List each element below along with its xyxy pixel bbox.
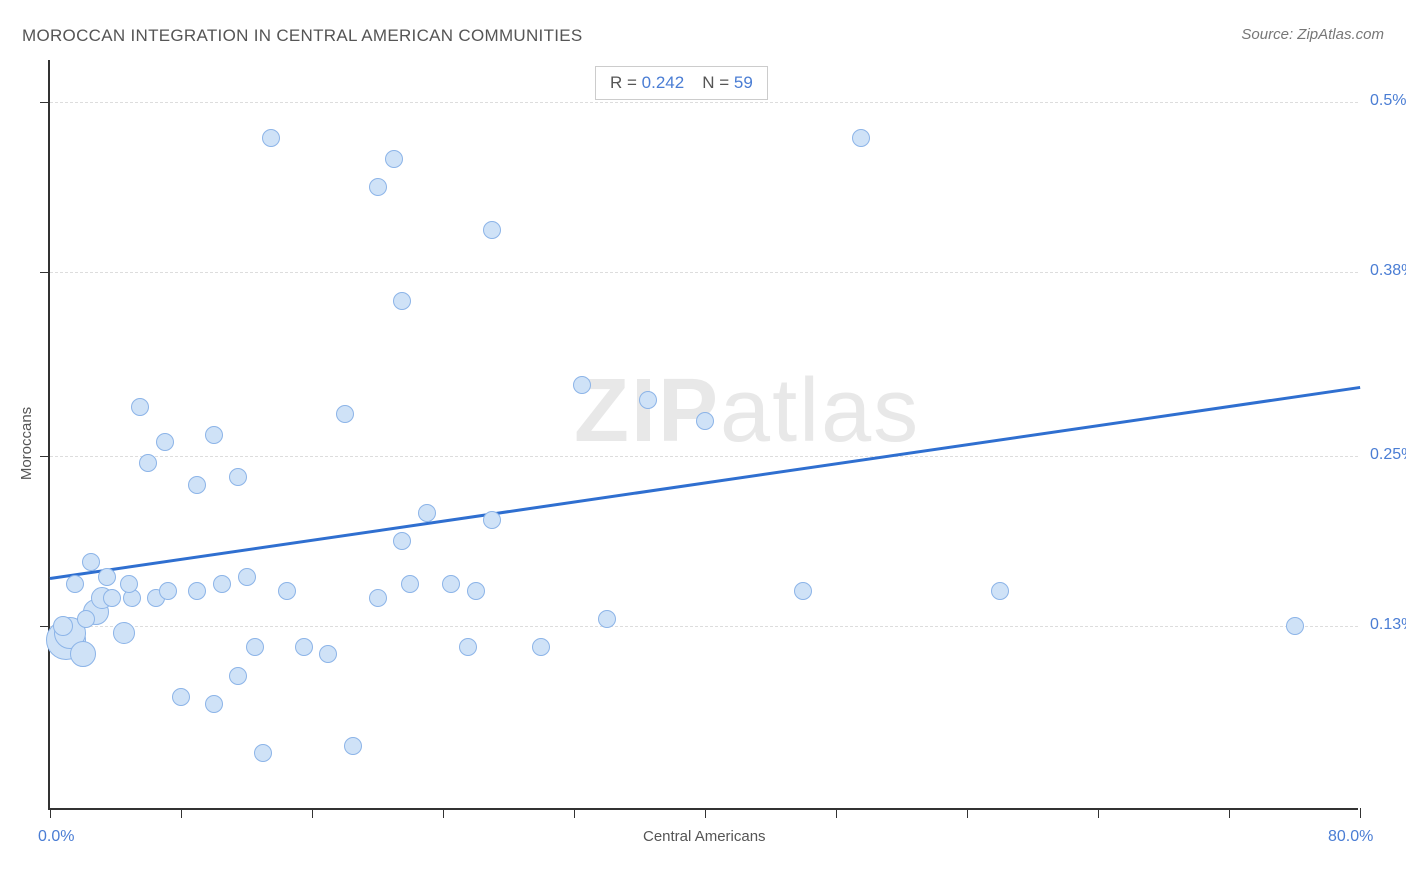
scatter-point xyxy=(70,641,96,667)
y-tick xyxy=(40,102,50,103)
chart-title: MOROCCAN INTEGRATION IN CENTRAL AMERICAN… xyxy=(22,26,583,45)
scatter-point xyxy=(573,376,591,394)
scatter-point xyxy=(120,575,138,593)
scatter-point xyxy=(172,688,190,706)
scatter-point xyxy=(319,645,337,663)
y-tick-label: 0.13% xyxy=(1370,616,1406,634)
scatter-point xyxy=(53,616,73,636)
source-prefix: Source: xyxy=(1241,26,1297,43)
gridline-h xyxy=(50,626,1358,627)
scatter-point xyxy=(205,426,223,444)
scatter-point xyxy=(336,405,354,423)
legend-n: N = 59 xyxy=(702,73,753,93)
scatter-point xyxy=(238,568,256,586)
chart-header: MOROCCAN INTEGRATION IN CENTRAL AMERICAN… xyxy=(22,26,1384,56)
scatter-point xyxy=(66,575,84,593)
scatter-point xyxy=(794,582,812,600)
scatter-point xyxy=(98,568,116,586)
scatter-point xyxy=(401,575,419,593)
scatter-point xyxy=(1286,617,1304,635)
x-tick xyxy=(50,808,51,818)
gridline-h xyxy=(50,272,1358,273)
y-tick xyxy=(40,626,50,627)
gridline-h xyxy=(50,456,1358,457)
watermark: ZIPatlas xyxy=(574,360,920,463)
scatter-point xyxy=(418,504,436,522)
x-axis-label: Central Americans xyxy=(643,828,766,845)
scatter-point xyxy=(467,582,485,600)
scatter-point xyxy=(369,589,387,607)
scatter-point xyxy=(188,476,206,494)
scatter-point xyxy=(385,150,403,168)
scatter-point xyxy=(205,695,223,713)
scatter-point xyxy=(532,638,550,656)
x-tick xyxy=(1229,808,1230,818)
scatter-plot-area: ZIPatlas R = 0.242 N = 59 0.13%0.25%0.38… xyxy=(48,60,1358,810)
x-tick xyxy=(443,808,444,818)
x-max-label: 80.0% xyxy=(1328,828,1373,846)
legend-n-label: N = xyxy=(702,73,729,92)
scatter-point xyxy=(159,582,177,600)
y-tick-label: 0.5% xyxy=(1370,92,1406,110)
watermark-light: atlas xyxy=(720,361,920,461)
y-tick-label: 0.38% xyxy=(1370,262,1406,280)
scatter-point xyxy=(82,553,100,571)
scatter-point xyxy=(483,511,501,529)
scatter-point xyxy=(344,737,362,755)
gridline-h xyxy=(50,102,1358,103)
legend-box: R = 0.242 N = 59 xyxy=(595,66,768,100)
scatter-point xyxy=(254,744,272,762)
x-tick xyxy=(705,808,706,818)
x-tick xyxy=(1360,808,1361,818)
scatter-point xyxy=(213,575,231,593)
y-axis-label: Moroccans xyxy=(18,407,35,480)
scatter-point xyxy=(139,454,157,472)
scatter-point xyxy=(295,638,313,656)
scatter-point xyxy=(852,129,870,147)
scatter-point xyxy=(442,575,460,593)
chart-source: Source: ZipAtlas.com xyxy=(1241,26,1384,43)
scatter-point xyxy=(696,412,714,430)
scatter-point xyxy=(598,610,616,628)
scatter-point xyxy=(229,468,247,486)
scatter-point xyxy=(393,292,411,310)
y-tick-label: 0.25% xyxy=(1370,446,1406,464)
x-tick xyxy=(312,808,313,818)
scatter-point xyxy=(77,610,95,628)
scatter-point xyxy=(483,221,501,239)
x-tick xyxy=(836,808,837,818)
scatter-point xyxy=(229,667,247,685)
legend-r-value: 0.242 xyxy=(642,73,685,92)
scatter-point xyxy=(991,582,1009,600)
x-min-label: 0.0% xyxy=(38,828,74,846)
x-tick xyxy=(181,808,182,818)
x-tick xyxy=(967,808,968,818)
scatter-point xyxy=(131,398,149,416)
scatter-point xyxy=(113,622,135,644)
scatter-point xyxy=(459,638,477,656)
legend-r: R = 0.242 xyxy=(610,73,684,93)
scatter-point xyxy=(278,582,296,600)
x-tick xyxy=(574,808,575,818)
legend-r-label: R = xyxy=(610,73,637,92)
y-tick xyxy=(40,272,50,273)
scatter-point xyxy=(262,129,280,147)
legend-n-value: 59 xyxy=(734,73,753,92)
scatter-point xyxy=(393,532,411,550)
scatter-point xyxy=(369,178,387,196)
scatter-point xyxy=(156,433,174,451)
scatter-point xyxy=(103,589,121,607)
scatter-point xyxy=(188,582,206,600)
source-name: ZipAtlas.com xyxy=(1297,26,1384,43)
y-tick xyxy=(40,456,50,457)
scatter-point xyxy=(246,638,264,656)
watermark-bold: ZIP xyxy=(574,361,720,461)
x-tick xyxy=(1098,808,1099,818)
scatter-point xyxy=(639,391,657,409)
